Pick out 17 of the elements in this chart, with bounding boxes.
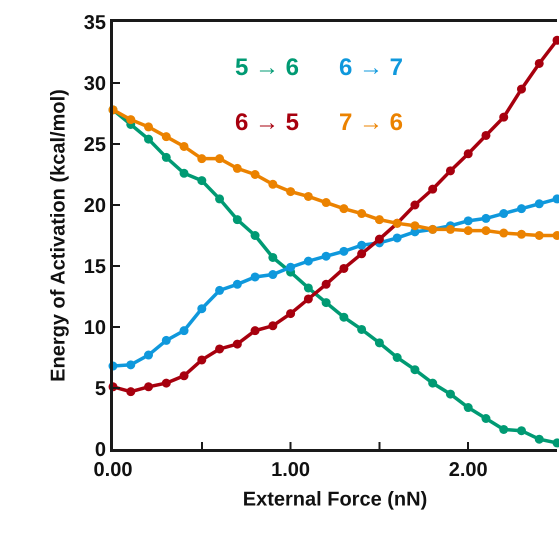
y-tick-label: 0: [94, 439, 106, 461]
y-tick-label: 5: [94, 378, 106, 400]
y-tick-label: 35: [84, 12, 106, 34]
y-tick-label: 15: [84, 256, 106, 278]
text: 5 → 6: [235, 54, 300, 81]
x-tick-label: 2.00: [448, 459, 488, 481]
text: 6 → 7: [339, 54, 404, 81]
y-axis-title: Energy of Activation (kcal/mol): [47, 89, 70, 382]
text: 7 → 6: [339, 109, 404, 136]
x-tick-label: 1.00: [271, 459, 310, 481]
y-tick-label: 30: [84, 73, 106, 95]
y-tick-label: 25: [84, 134, 106, 156]
y-tick-label: 10: [84, 317, 106, 339]
x-axis-title: External Force (nN): [242, 488, 428, 510]
x-tick-label: 0.00: [94, 459, 132, 481]
text: 6 → 5: [235, 109, 300, 136]
y-tick-label: 20: [84, 195, 106, 217]
